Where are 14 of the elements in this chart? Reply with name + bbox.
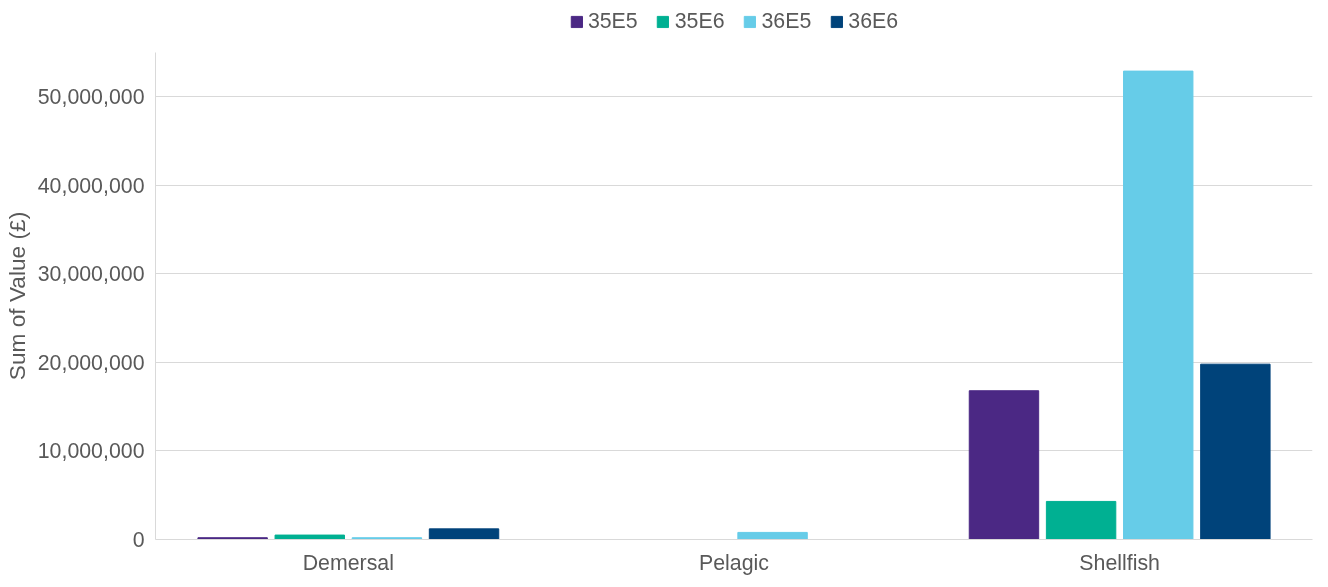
y-tick-label: 40,000,000 [37,173,145,198]
y-tick-label: 10,000,000 [37,439,145,464]
legend-label: 36E6 [848,8,899,34]
x-tick-label: Demersal [302,550,394,575]
x-tick-label: Pelagic [699,550,770,575]
y-tick-label: 0 [132,528,145,552]
legend-label: 35E5 [587,8,638,34]
y-tick-label: 30,000,000 [37,262,145,287]
x-tick-label: Shellfish [1079,550,1160,575]
y-tick-label: 20,000,000 [37,350,145,375]
legend-label: 36E5 [761,8,812,34]
legend-label: 35E6 [674,8,725,34]
y-tick-label: 50,000,000 [37,85,145,110]
y-axis-title: Sum of Value (£) [3,211,30,381]
